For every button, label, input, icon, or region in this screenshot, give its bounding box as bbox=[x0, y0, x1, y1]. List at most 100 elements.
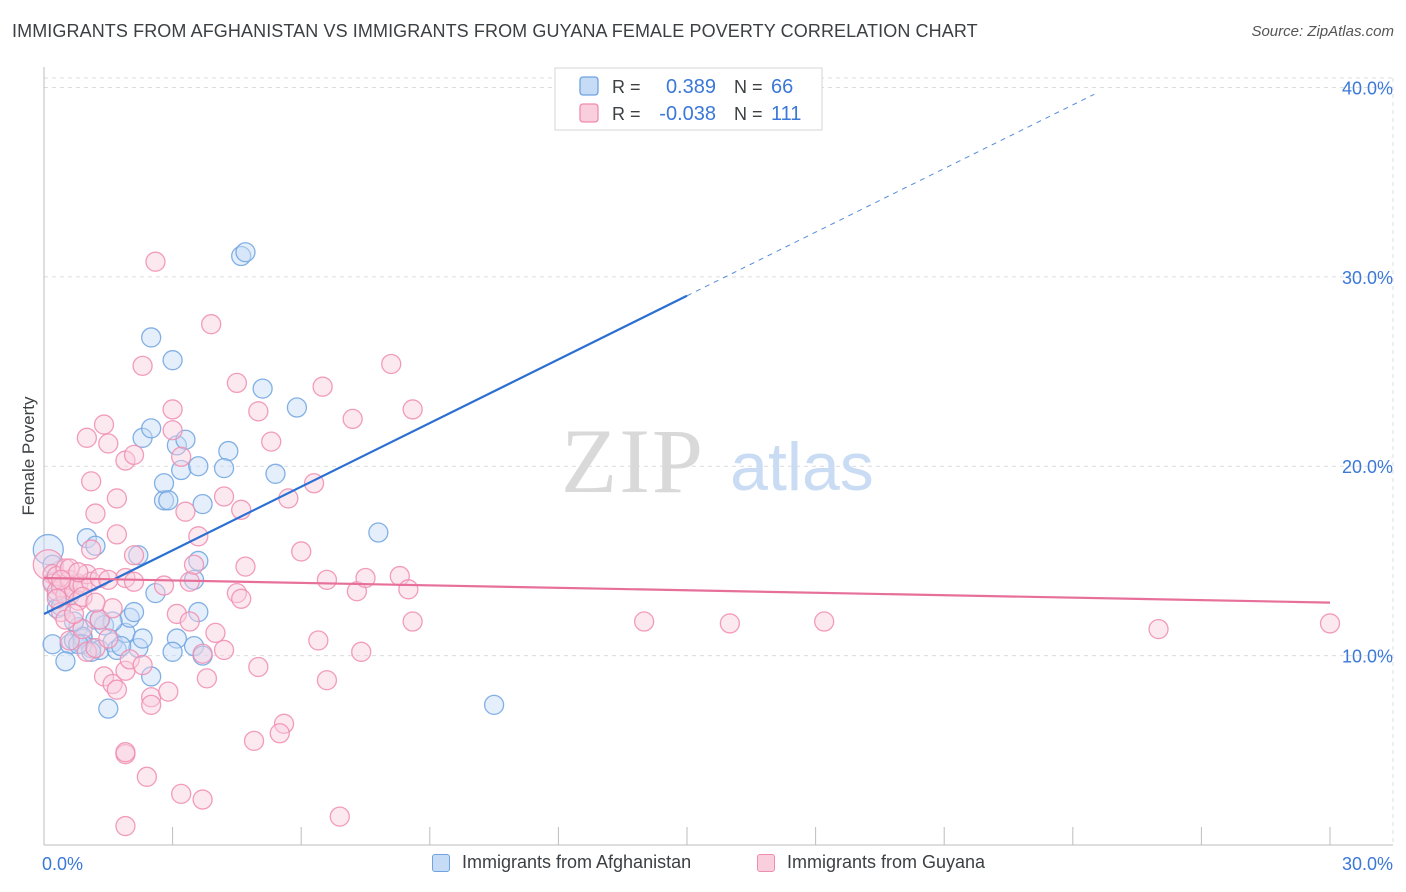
data-point-afghanistan[interactable] bbox=[132, 628, 153, 649]
data-point-afghanistan[interactable] bbox=[162, 350, 183, 371]
data-point-guyana[interactable] bbox=[123, 444, 145, 466]
data-point-afghanistan[interactable] bbox=[141, 418, 162, 439]
data-point-guyana[interactable] bbox=[633, 611, 655, 632]
data-point-guyana[interactable] bbox=[192, 643, 213, 664]
data-point-afghanistan[interactable] bbox=[235, 242, 256, 263]
data-point-guyana[interactable] bbox=[278, 488, 299, 509]
data-point-guyana[interactable] bbox=[269, 723, 290, 744]
data-point-guyana[interactable] bbox=[158, 681, 179, 702]
data-point-guyana[interactable] bbox=[814, 611, 835, 632]
data-point-afghanistan[interactable] bbox=[252, 378, 273, 399]
data-point-guyana[interactable] bbox=[205, 622, 226, 644]
data-point-guyana[interactable] bbox=[106, 524, 128, 545]
data-point-guyana[interactable] bbox=[85, 592, 106, 613]
data-point-guyana[interactable] bbox=[179, 611, 200, 632]
data-point-afghanistan[interactable] bbox=[158, 490, 179, 511]
data-point-guyana[interactable] bbox=[132, 654, 153, 676]
data-point-guyana[interactable] bbox=[81, 539, 102, 560]
data-point-afghanistan[interactable] bbox=[265, 463, 286, 484]
data-point-guyana[interactable] bbox=[402, 399, 423, 420]
data-point-afghanistan[interactable] bbox=[213, 457, 235, 479]
data-point-guyana[interactable] bbox=[98, 433, 119, 454]
data-point-guyana[interactable] bbox=[719, 613, 741, 634]
data-point-guyana[interactable] bbox=[316, 569, 338, 591]
data-point-afghanistan[interactable] bbox=[76, 528, 98, 549]
data-point-afghanistan[interactable] bbox=[218, 440, 239, 462]
data-point-guyana[interactable] bbox=[68, 562, 89, 583]
data-point-afghanistan[interactable] bbox=[153, 490, 175, 511]
data-point-guyana[interactable] bbox=[1148, 618, 1169, 640]
data-point-guyana[interactable] bbox=[171, 446, 192, 467]
data-point-afghanistan[interactable] bbox=[141, 666, 162, 687]
data-point-guyana[interactable] bbox=[141, 694, 162, 716]
data-point-guyana[interactable] bbox=[93, 414, 115, 435]
data-point-afghanistan[interactable] bbox=[141, 327, 162, 348]
data-point-guyana[interactable] bbox=[162, 420, 183, 441]
data-point-afghanistan[interactable] bbox=[286, 397, 308, 418]
data-point-guyana[interactable] bbox=[243, 730, 265, 751]
data-point-guyana[interactable] bbox=[76, 427, 98, 448]
data-point-afghanistan[interactable] bbox=[55, 651, 76, 672]
data-point-guyana[interactable] bbox=[123, 571, 145, 592]
data-point-afghanistan[interactable] bbox=[368, 522, 389, 543]
data-point-guyana[interactable] bbox=[93, 666, 115, 687]
data-point-guyana[interactable] bbox=[102, 598, 123, 619]
data-point-guyana[interactable] bbox=[213, 486, 235, 507]
data-point-guyana[interactable] bbox=[175, 501, 196, 522]
data-point-afghanistan[interactable] bbox=[98, 698, 119, 719]
data-point-guyana[interactable] bbox=[72, 618, 93, 640]
data-point-guyana[interactable] bbox=[162, 399, 183, 420]
data-point-guyana[interactable] bbox=[291, 541, 312, 562]
data-point-guyana[interactable] bbox=[145, 251, 166, 272]
data-point-guyana[interactable] bbox=[308, 630, 329, 651]
data-point-afghanistan[interactable] bbox=[128, 545, 149, 566]
data-point-guyana[interactable] bbox=[351, 641, 372, 662]
data-point-guyana[interactable] bbox=[153, 575, 175, 596]
data-point-afghanistan[interactable] bbox=[483, 694, 505, 716]
data-point-guyana[interactable] bbox=[136, 766, 158, 787]
data-point-afghanistan[interactable] bbox=[123, 601, 145, 623]
data-point-afghanistan[interactable] bbox=[188, 456, 209, 477]
data-point-guyana[interactable] bbox=[115, 742, 136, 763]
data-point-guyana[interactable] bbox=[81, 471, 102, 492]
data-point-guyana[interactable] bbox=[316, 670, 338, 691]
data-point-guyana[interactable] bbox=[273, 713, 295, 734]
legend-item-guyana[interactable]: Immigrants from Guyana bbox=[757, 852, 985, 873]
data-point-guyana[interactable] bbox=[192, 789, 213, 810]
data-point-guyana[interactable] bbox=[196, 668, 218, 689]
data-point-guyana[interactable] bbox=[312, 376, 333, 397]
data-point-guyana[interactable] bbox=[355, 567, 376, 589]
data-point-guyana[interactable] bbox=[201, 314, 222, 335]
data-point-afghanistan[interactable] bbox=[162, 641, 183, 662]
data-point-guyana[interactable] bbox=[1319, 613, 1341, 634]
data-point-guyana[interactable] bbox=[402, 611, 423, 632]
data-point-guyana[interactable] bbox=[89, 609, 110, 630]
data-point-guyana[interactable] bbox=[235, 556, 256, 577]
data-point-guyana[interactable] bbox=[63, 603, 85, 625]
data-point-guyana[interactable] bbox=[213, 639, 235, 661]
data-point-guyana[interactable] bbox=[59, 630, 80, 651]
data-point-guyana[interactable] bbox=[85, 503, 106, 524]
data-point-guyana[interactable] bbox=[342, 408, 363, 430]
data-point-guyana[interactable] bbox=[166, 603, 188, 625]
data-point-guyana[interactable] bbox=[231, 588, 252, 609]
data-point-afghanistan[interactable] bbox=[153, 473, 175, 494]
data-point-guyana[interactable] bbox=[106, 488, 128, 509]
data-point-afghanistan[interactable] bbox=[145, 582, 166, 604]
data-point-guyana[interactable] bbox=[261, 431, 282, 452]
legend-item-afghanistan[interactable]: Immigrants from Afghanistan bbox=[432, 852, 691, 873]
data-point-guyana[interactable] bbox=[119, 649, 140, 670]
data-point-guyana[interactable] bbox=[398, 579, 419, 600]
data-point-guyana[interactable] bbox=[115, 815, 136, 837]
data-point-afghanistan[interactable] bbox=[166, 628, 188, 649]
data-point-guyana[interactable] bbox=[171, 783, 192, 805]
data-point-guyana[interactable] bbox=[183, 554, 205, 575]
data-point-guyana[interactable] bbox=[132, 355, 153, 377]
data-point-guyana[interactable] bbox=[106, 679, 128, 700]
data-point-guyana[interactable] bbox=[188, 526, 209, 547]
data-point-guyana[interactable] bbox=[98, 628, 119, 649]
data-point-afghanistan[interactable] bbox=[192, 493, 213, 515]
data-point-afghanistan[interactable] bbox=[42, 634, 63, 655]
data-point-afghanistan[interactable] bbox=[128, 637, 149, 659]
data-point-guyana[interactable] bbox=[381, 353, 402, 375]
